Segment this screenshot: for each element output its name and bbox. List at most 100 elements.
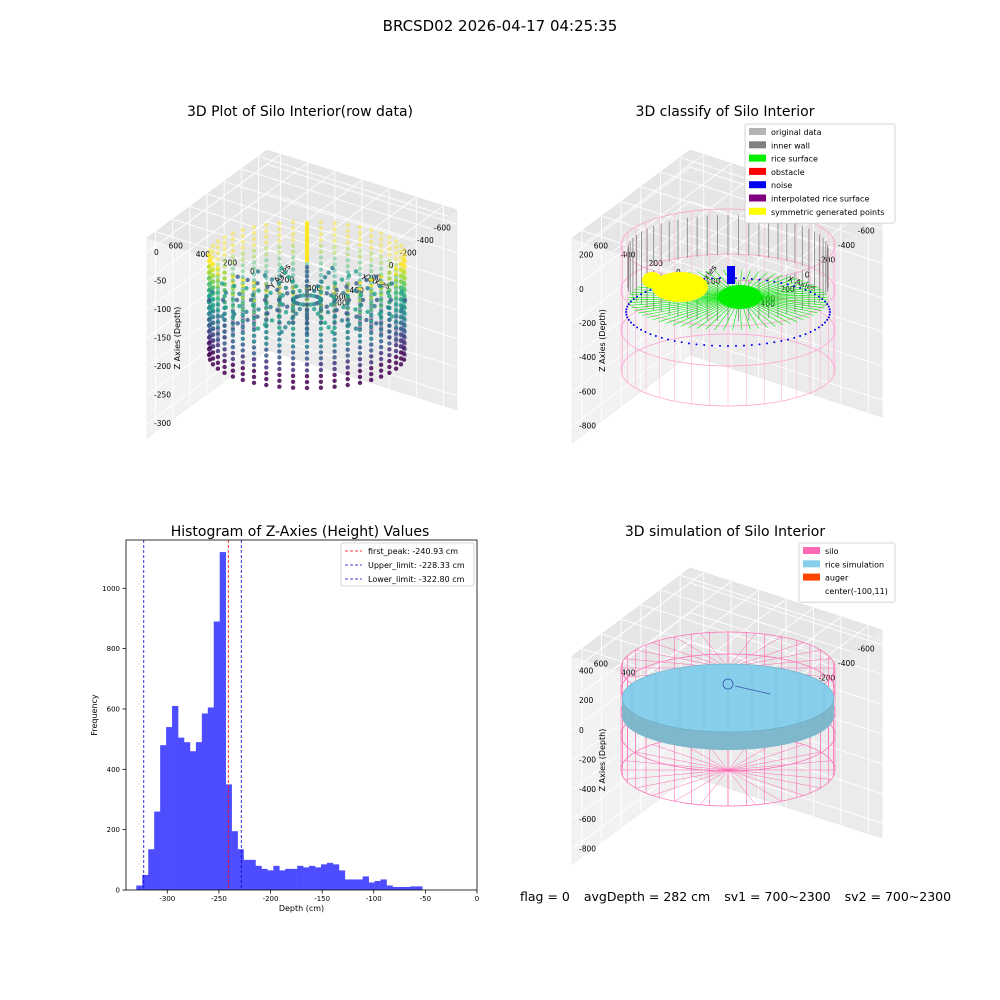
data-point xyxy=(369,239,374,244)
data-point xyxy=(207,248,213,253)
data-point xyxy=(332,372,337,378)
data-point xyxy=(345,376,350,382)
data-point xyxy=(215,290,221,295)
data-point xyxy=(318,255,324,260)
noise-point xyxy=(673,339,676,342)
y-tick-label: 600 xyxy=(169,241,184,250)
data-point xyxy=(301,293,306,298)
data-point xyxy=(331,295,337,300)
data-point xyxy=(219,314,225,319)
histogram-bar xyxy=(362,876,369,890)
data-point xyxy=(357,242,363,248)
data-point xyxy=(215,307,221,313)
histogram-frame xyxy=(125,539,478,891)
data-point xyxy=(240,342,245,347)
data-point xyxy=(244,286,249,291)
noise-point xyxy=(758,278,761,281)
data-point xyxy=(322,275,328,280)
data-point xyxy=(210,261,216,266)
data-point xyxy=(290,326,296,331)
data-point xyxy=(230,315,236,320)
z-tick-label: 200 xyxy=(579,696,594,705)
noise-point xyxy=(711,344,714,347)
data-point xyxy=(401,271,407,276)
noise-point xyxy=(813,328,816,331)
data-point xyxy=(344,311,349,316)
data-point xyxy=(230,280,236,285)
data-point xyxy=(357,225,363,230)
grid-line xyxy=(571,200,691,290)
histogram-bar xyxy=(249,859,256,890)
y-tick-label: 600 xyxy=(594,659,609,668)
data-point xyxy=(251,315,257,321)
data-point xyxy=(304,283,310,289)
data-point xyxy=(251,278,257,283)
data-point xyxy=(235,274,240,279)
data-point xyxy=(264,335,269,341)
data-point xyxy=(210,337,216,342)
data-point xyxy=(393,284,399,289)
data-point xyxy=(304,297,310,302)
data-point xyxy=(401,328,407,333)
noise-point xyxy=(828,313,831,316)
data-point xyxy=(398,278,404,284)
data-point xyxy=(369,330,374,336)
data-point xyxy=(304,344,310,349)
data-point xyxy=(222,258,227,263)
data-point xyxy=(318,296,323,301)
data-point xyxy=(230,333,236,338)
data-point xyxy=(206,276,212,281)
data-point xyxy=(387,246,392,252)
data-point xyxy=(402,317,408,322)
data-point xyxy=(393,272,399,277)
data-point xyxy=(387,329,392,334)
data-point xyxy=(357,380,363,385)
data-point xyxy=(222,370,227,375)
data-point xyxy=(388,297,394,303)
data-point xyxy=(378,321,384,326)
raw-3d-plot: -600-400-20002004006006004002000-200-400… xyxy=(146,149,458,439)
grid-line xyxy=(640,589,759,679)
data-point xyxy=(215,366,221,371)
data-point xyxy=(215,256,221,262)
data-point xyxy=(308,302,313,307)
noise-point xyxy=(680,341,683,344)
noise-point xyxy=(804,288,807,291)
legend-entry: noise xyxy=(771,181,792,190)
histogram-bar xyxy=(201,713,209,890)
data-point xyxy=(378,333,384,338)
data-point xyxy=(357,327,363,332)
noise-point xyxy=(660,336,663,339)
data-point xyxy=(240,277,245,283)
histogram-bar xyxy=(255,865,262,890)
grid-line xyxy=(612,162,732,252)
data-point xyxy=(290,338,296,343)
data-point xyxy=(378,274,384,279)
data-point xyxy=(378,248,384,254)
data-point xyxy=(330,329,335,335)
data-point xyxy=(318,373,324,379)
data-point xyxy=(264,258,269,263)
data-point xyxy=(378,243,384,248)
data-point xyxy=(402,305,408,311)
noise-point xyxy=(644,291,647,294)
data-point xyxy=(326,325,331,330)
data-point xyxy=(277,384,282,389)
data-point xyxy=(215,315,221,320)
data-point xyxy=(344,284,349,289)
data-point xyxy=(215,284,221,289)
data-point xyxy=(402,264,408,269)
data-point xyxy=(251,280,257,285)
data-point xyxy=(230,303,236,309)
data-point xyxy=(401,281,407,286)
grid-line xyxy=(146,192,268,282)
data-point xyxy=(304,264,310,270)
data-point xyxy=(393,366,399,371)
silo-floor-wire xyxy=(727,769,782,802)
z-tick-label: 0 xyxy=(154,248,159,257)
data-point xyxy=(275,307,280,313)
data-point xyxy=(268,290,273,296)
data-point xyxy=(345,222,350,228)
data-point xyxy=(345,246,350,251)
data-point xyxy=(240,289,245,294)
